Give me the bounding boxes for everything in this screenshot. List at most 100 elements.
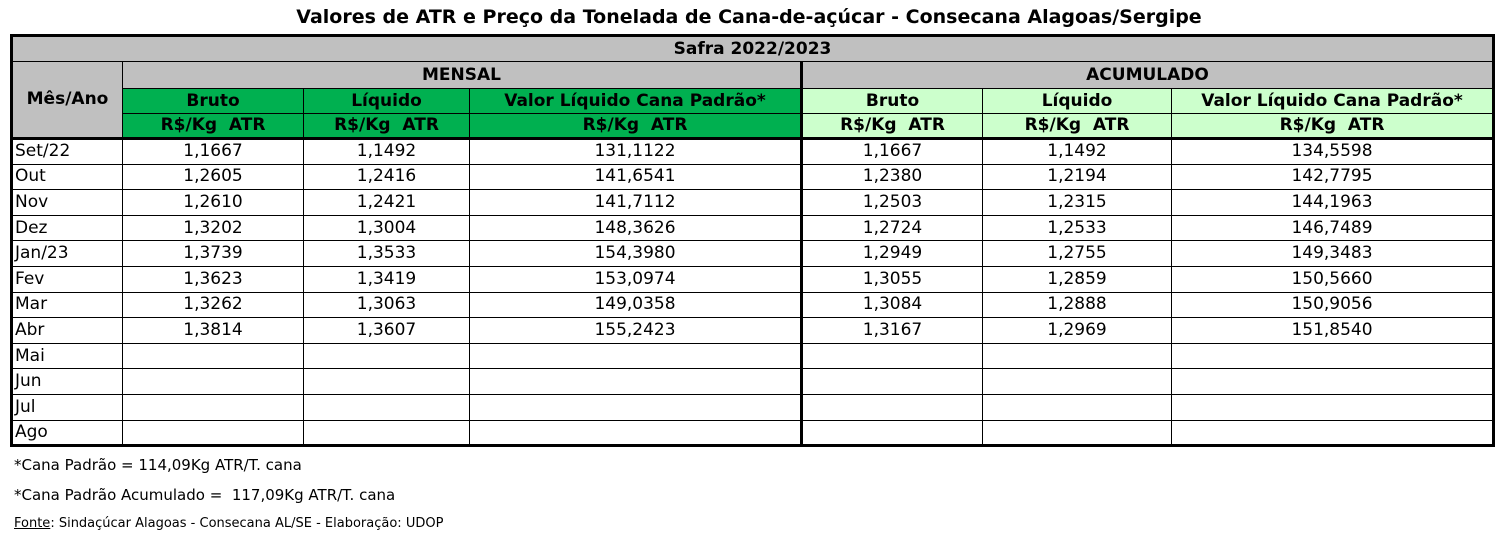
value-cell: 134,5598	[1170, 138, 1495, 165]
value-cell	[1170, 342, 1495, 370]
value-cell: 1,2755	[982, 240, 1172, 267]
group-header: ACUMULADO	[799, 61, 1495, 89]
value-cell	[303, 419, 470, 447]
value-cell: 141,7112	[469, 189, 802, 216]
value-cell: 150,5660	[1170, 265, 1495, 293]
value-cell: 1,2888	[982, 291, 1172, 319]
unit-header: R$/Kg ATR	[469, 113, 802, 140]
source-text: : Sindaçúcar Alagoas - Consecana AL/SE -…	[50, 516, 444, 531]
table-row: Mai	[11, 342, 1495, 370]
value-cell: 148,3626	[469, 214, 802, 242]
value-cell	[800, 368, 983, 395]
column-header: Valor Líquido Cana Padrão*	[469, 88, 802, 114]
month-cell: Mai	[11, 342, 123, 370]
value-cell: 1,3004	[303, 214, 470, 242]
value-cell	[1170, 368, 1495, 395]
title: Valores de ATR e Preço da Tonelada de Ca…	[296, 6, 1202, 28]
value-cell: 1,2315	[982, 189, 1172, 216]
value-cell: 1,3167	[800, 317, 983, 344]
value-cell: 1,2533	[982, 214, 1172, 242]
table-row: Mar 1,3262 1,3063 149,0358 1,3084 1,2888 150,9…	[11, 291, 1495, 319]
value-cell	[469, 419, 802, 447]
column-header: Bruto	[122, 88, 304, 114]
value-cell: 1,1667	[122, 138, 304, 165]
column-header: Líquido	[303, 88, 470, 114]
season-header: Safra 2022/2023	[10, 35, 1495, 62]
value-cell	[469, 393, 802, 421]
value-cell: 1,3533	[303, 240, 470, 267]
month-cell: Abr	[11, 317, 123, 344]
value-cell: 1,2969	[982, 317, 1172, 344]
month-cell: Jan/23	[11, 240, 123, 267]
table-row: Nov 1,2610 1,2421 141,7112 1,2503 1,2315 144,1…	[11, 189, 1495, 216]
value-cell	[122, 342, 304, 370]
value-cell: 1,3063	[303, 291, 470, 319]
note: *Cana Padrão Acumulado = 117,09Kg ATR/T.…	[14, 486, 396, 504]
source-label: Fonte	[14, 516, 51, 531]
month-cell: Jul	[11, 393, 123, 421]
unit-header: R$/Kg ATR	[1170, 113, 1495, 140]
value-cell: 149,0358	[469, 291, 802, 319]
value-cell: 146,7489	[1170, 214, 1495, 242]
month-cell: Mar	[11, 291, 123, 319]
value-cell	[800, 393, 983, 421]
value-cell: 1,1667	[800, 138, 983, 165]
month-cell: Out	[11, 163, 123, 191]
table-row: Jun	[11, 368, 1495, 395]
value-cell: 1,3739	[122, 240, 304, 267]
value-cell: 131,1122	[469, 138, 802, 165]
value-cell	[303, 342, 470, 370]
value-cell: 1,3084	[800, 291, 983, 319]
table-row: Set/22 1,1667 1,1492 131,1122 1,1667 1,1492 13…	[11, 138, 1495, 165]
value-cell	[469, 368, 802, 395]
value-cell: 1,2194	[982, 163, 1172, 191]
table-row: Bruto Líquido Valor Líquido Cana Padrão* Br…	[12, 88, 1495, 114]
value-cell: 1,2421	[303, 189, 470, 216]
month-cell: Set/22	[11, 138, 123, 165]
value-cell	[303, 368, 470, 395]
table-row: Out 1,2605 1,2416 141,6541 1,2380 1,2194 142,7…	[11, 163, 1495, 191]
column-header: Valor Líquido Cana Padrão*	[1170, 88, 1495, 114]
value-cell: 1,1492	[982, 138, 1172, 165]
value-cell	[122, 419, 304, 447]
value-cell	[800, 419, 983, 447]
value-cell	[1170, 393, 1495, 421]
value-cell: 1,3202	[122, 214, 304, 242]
value-cell: 1,2380	[800, 163, 983, 191]
month-cell: Fev	[11, 265, 123, 293]
unit-header: R$/Kg ATR	[800, 113, 983, 140]
month-cell: Dez	[11, 214, 123, 242]
value-cell: 1,2416	[303, 163, 470, 191]
value-cell: 1,3814	[122, 317, 304, 344]
value-cell	[122, 393, 304, 421]
value-cell: 1,2724	[800, 214, 983, 242]
unit-header: R$/Kg ATR	[982, 113, 1172, 140]
value-cell	[982, 419, 1172, 447]
value-cell	[982, 342, 1172, 370]
value-cell	[982, 393, 1172, 421]
value-cell: 150,9056	[1170, 291, 1495, 319]
atr-table: Safra 2022/2023 Mês/Ano MENSAL ACUMULADO Bru…	[10, 34, 1496, 448]
unit-header: R$/Kg ATR	[303, 113, 470, 140]
value-cell: 1,3607	[303, 317, 470, 344]
value-cell	[1170, 419, 1495, 447]
value-cell: 1,3419	[303, 265, 470, 293]
month-cell: Nov	[11, 189, 123, 216]
value-cell: 142,7795	[1170, 163, 1495, 191]
value-cell: 1,3262	[122, 291, 304, 319]
value-cell: 149,3483	[1170, 240, 1495, 267]
value-cell: 1,2610	[122, 189, 304, 216]
group-header: MENSAL	[122, 61, 802, 89]
value-cell: 154,3980	[469, 240, 802, 267]
table-row: Dez 1,3202 1,3004 148,3626 1,2724 1,2533 146,7…	[11, 214, 1495, 242]
table-row: Ago	[11, 419, 1495, 447]
source: Fonte: Sindaçúcar Alagoas - Consecana AL…	[14, 516, 443, 531]
month-cell: Jun	[11, 368, 123, 395]
value-cell: 151,8540	[1170, 317, 1495, 344]
table-row: Fev 1,3623 1,3419 153,0974 1,3055 1,2859 150,5…	[11, 265, 1495, 293]
value-cell	[469, 342, 802, 370]
value-cell: 1,3623	[122, 265, 304, 293]
column-header: Bruto	[800, 88, 983, 114]
table-row: Safra 2022/2023	[10, 35, 1495, 62]
